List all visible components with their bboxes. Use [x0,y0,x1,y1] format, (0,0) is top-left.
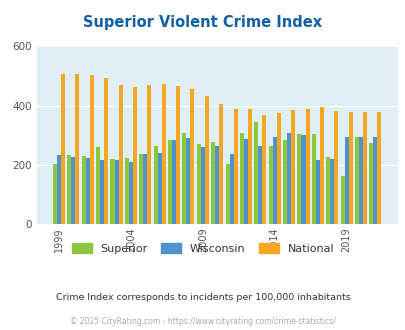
Bar [57,155,61,224]
Bar [326,157,329,224]
Bar [176,86,180,224]
Bar [354,137,358,224]
Bar [229,154,233,224]
Bar [153,146,157,224]
Bar [272,137,276,224]
Bar [139,154,143,224]
Bar [90,75,94,224]
Bar [205,96,208,224]
Bar [276,113,280,224]
Bar [329,159,333,224]
Bar [311,134,315,224]
Text: Superior Violent Crime Index: Superior Violent Crime Index [83,15,322,30]
Bar [61,74,65,224]
Bar [186,138,190,224]
Bar [243,140,247,224]
Bar [377,112,381,224]
Bar [344,137,348,224]
Bar [110,159,114,224]
Bar [118,84,122,224]
Bar [358,137,362,224]
Bar [290,110,294,224]
Bar [268,146,272,224]
Text: Crime Index corresponds to incidents per 100,000 inhabitants: Crime Index corresponds to incidents per… [55,292,350,302]
Bar [85,158,90,224]
Bar [196,144,200,224]
Bar [200,147,205,224]
Bar [340,176,344,224]
Bar [369,143,373,224]
Bar [301,135,305,224]
Bar [333,111,337,224]
Bar [147,85,151,224]
Bar [315,160,319,224]
Bar [254,122,258,224]
Bar [104,78,108,224]
Bar [219,104,223,224]
Bar [100,160,104,224]
Bar [168,140,172,224]
Bar [211,142,215,224]
Bar [125,157,128,224]
Bar [128,162,132,224]
Bar [258,146,262,224]
Bar [282,140,286,224]
Bar [225,164,229,224]
Bar [215,146,219,224]
Bar [81,156,85,224]
Bar [172,140,176,224]
Bar [190,89,194,224]
Bar [157,153,161,224]
Bar [362,112,366,224]
Bar [286,133,290,224]
Bar [247,110,252,224]
Bar [373,137,377,224]
Bar [305,110,309,224]
Legend: Superior, Wisconsin, National: Superior, Wisconsin, National [67,239,338,258]
Bar [297,134,301,224]
Bar [233,109,237,224]
Bar [143,154,147,224]
Bar [71,157,75,224]
Bar [75,74,79,224]
Bar [182,133,186,224]
Bar [67,155,71,224]
Bar [319,107,323,224]
Bar [239,133,243,224]
Bar [114,160,118,224]
Bar [96,147,100,224]
Bar [53,164,57,224]
Bar [348,112,352,224]
Bar [262,115,266,224]
Text: © 2025 CityRating.com - https://www.cityrating.com/crime-statistics/: © 2025 CityRating.com - https://www.city… [70,317,335,326]
Bar [132,87,136,224]
Bar [161,83,165,224]
